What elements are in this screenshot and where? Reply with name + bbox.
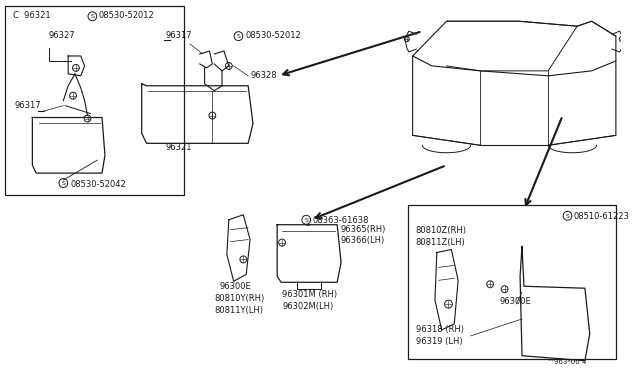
Text: 96302M(LH): 96302M(LH) [282,302,333,311]
Text: 96300E: 96300E [219,282,251,291]
Text: 96366(LH): 96366(LH) [340,235,385,244]
Text: S: S [61,181,65,186]
Text: S: S [304,218,308,222]
Text: 96318 (RH): 96318 (RH) [415,325,463,334]
Bar [5,6,184,195]
Text: 80811Z(LH): 80811Z(LH) [415,238,465,247]
Text: 80810Y(RH): 80810Y(RH) [214,294,264,303]
Text: ^963*00 4: ^963*00 4 [548,359,587,365]
Bar [408,205,616,359]
Text: 96327: 96327 [49,31,76,40]
Text: 96317: 96317 [15,100,42,110]
Text: 08530-52042: 08530-52042 [70,180,126,189]
Text: 96301M (RH): 96301M (RH) [282,290,337,299]
Text: 96321: 96321 [166,143,193,152]
Text: 96328: 96328 [250,71,276,80]
Text: 96317: 96317 [166,31,193,40]
Text: 80810Z(RH): 80810Z(RH) [415,226,467,235]
Text: C  96321: C 96321 [13,11,51,20]
Text: 08510-61223: 08510-61223 [573,212,629,221]
Text: S: S [90,14,94,19]
Text: S: S [237,34,241,39]
Text: 96365(RH): 96365(RH) [340,225,385,234]
Text: 08530-52012: 08530-52012 [98,11,154,20]
Text: 08530-52012: 08530-52012 [245,31,301,40]
Text: 80811Y(LH): 80811Y(LH) [214,306,263,315]
Text: 96319 (LH): 96319 (LH) [415,337,462,346]
Text: 96300E: 96300E [500,297,531,306]
Text: S: S [566,214,570,219]
Text: 08363-61638: 08363-61638 [313,216,369,225]
